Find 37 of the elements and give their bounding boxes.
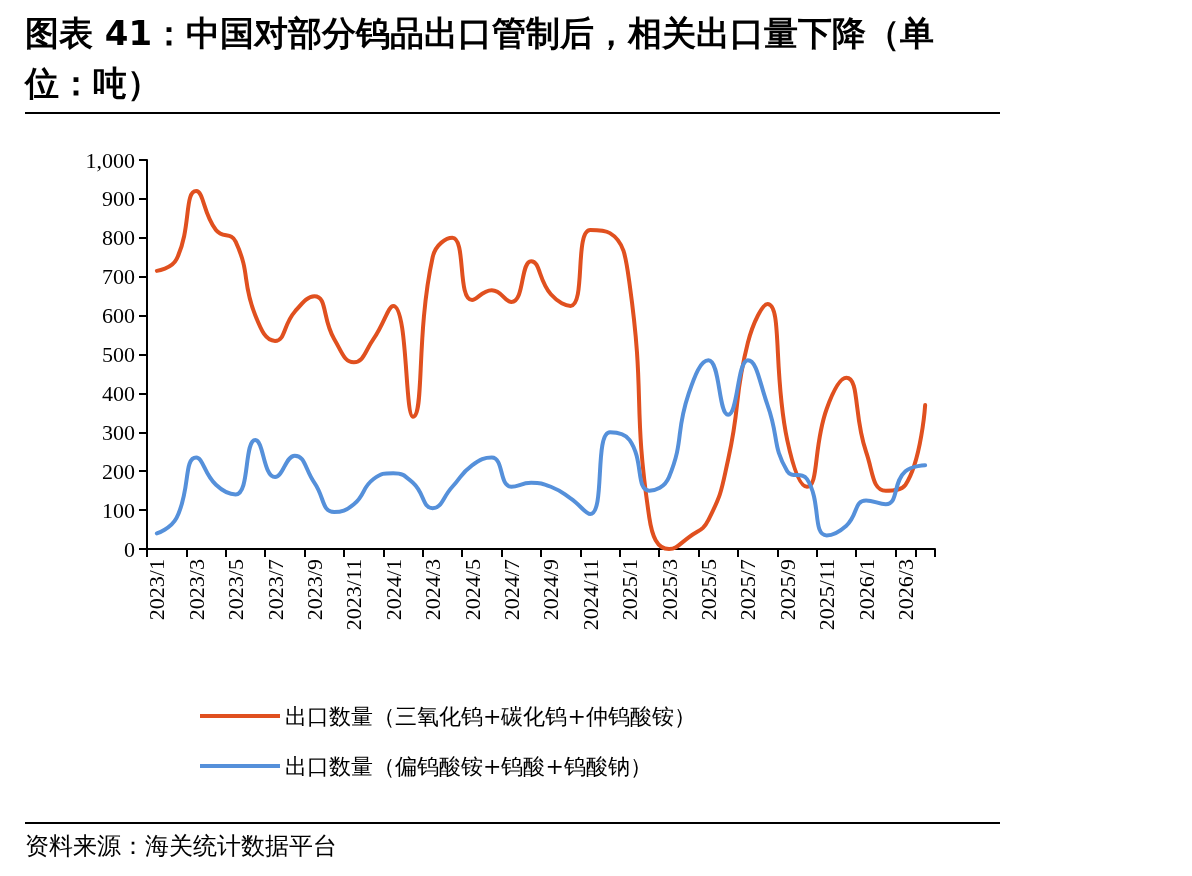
x-tick-label: 2024/11 (577, 559, 603, 631)
x-tick-label: 2025/5 (695, 559, 721, 621)
x-tick-label: 2025/11 (814, 559, 840, 631)
line-series (154, 189, 928, 551)
x-tick-label: 2025/9 (774, 559, 800, 621)
y-tick-label: 500 (102, 342, 135, 367)
y-tick-label: 300 (102, 419, 135, 445)
x-tick-label: 2024/9 (538, 559, 564, 621)
x-tick-label: 2023/7 (262, 559, 288, 621)
x-tick-label: 2025/3 (656, 559, 682, 621)
x-tick-label: 2026/1 (853, 559, 879, 621)
x-tick-label: 2024/3 (420, 559, 446, 621)
y-tick-label: 700 (102, 264, 135, 290)
x-tick-label: 2026/3 (892, 559, 918, 621)
y-tick-label: 1,000 (85, 147, 135, 173)
y-tick-label: 0 (124, 536, 135, 562)
x-tick-label: 2025/1 (617, 559, 643, 621)
text: 资料来源：海关统计数据平台 (25, 831, 337, 862)
x-tick-label: 2023/11 (341, 559, 367, 631)
chart-title: 图表 41：中国对部分钨品出口管制后，相关出口量下降（单位：吨） (25, 12, 936, 105)
y-tick-label: 600 (102, 303, 135, 329)
y-tick-label: 100 (102, 497, 135, 523)
x-tick-label: 2024/5 (459, 559, 485, 621)
x-tick-label: 2024/1 (380, 559, 406, 621)
legend-label: 出口数量（偏钨酸铵+钨酸+钨酸钠） (285, 753, 652, 779)
y-tick-label: 900 (102, 186, 135, 212)
x-tick-label: 2024/7 (498, 559, 524, 621)
x-tick-label: 2023/9 (301, 559, 327, 621)
x-tick-label: 2023/1 (144, 559, 170, 621)
line-series (154, 358, 928, 538)
y-tick-label: 400 (102, 380, 135, 406)
y-tick-label: 800 (102, 225, 135, 251)
x-tick-label: 2023/3 (183, 559, 209, 621)
y-tick-label: 200 (102, 458, 135, 484)
legend-label: 出口数量（三氧化钨+碳化钨+仲钨酸铵） (285, 703, 696, 729)
x-tick-label: 2023/5 (223, 559, 249, 621)
x-tick-label: 2025/7 (735, 559, 761, 621)
